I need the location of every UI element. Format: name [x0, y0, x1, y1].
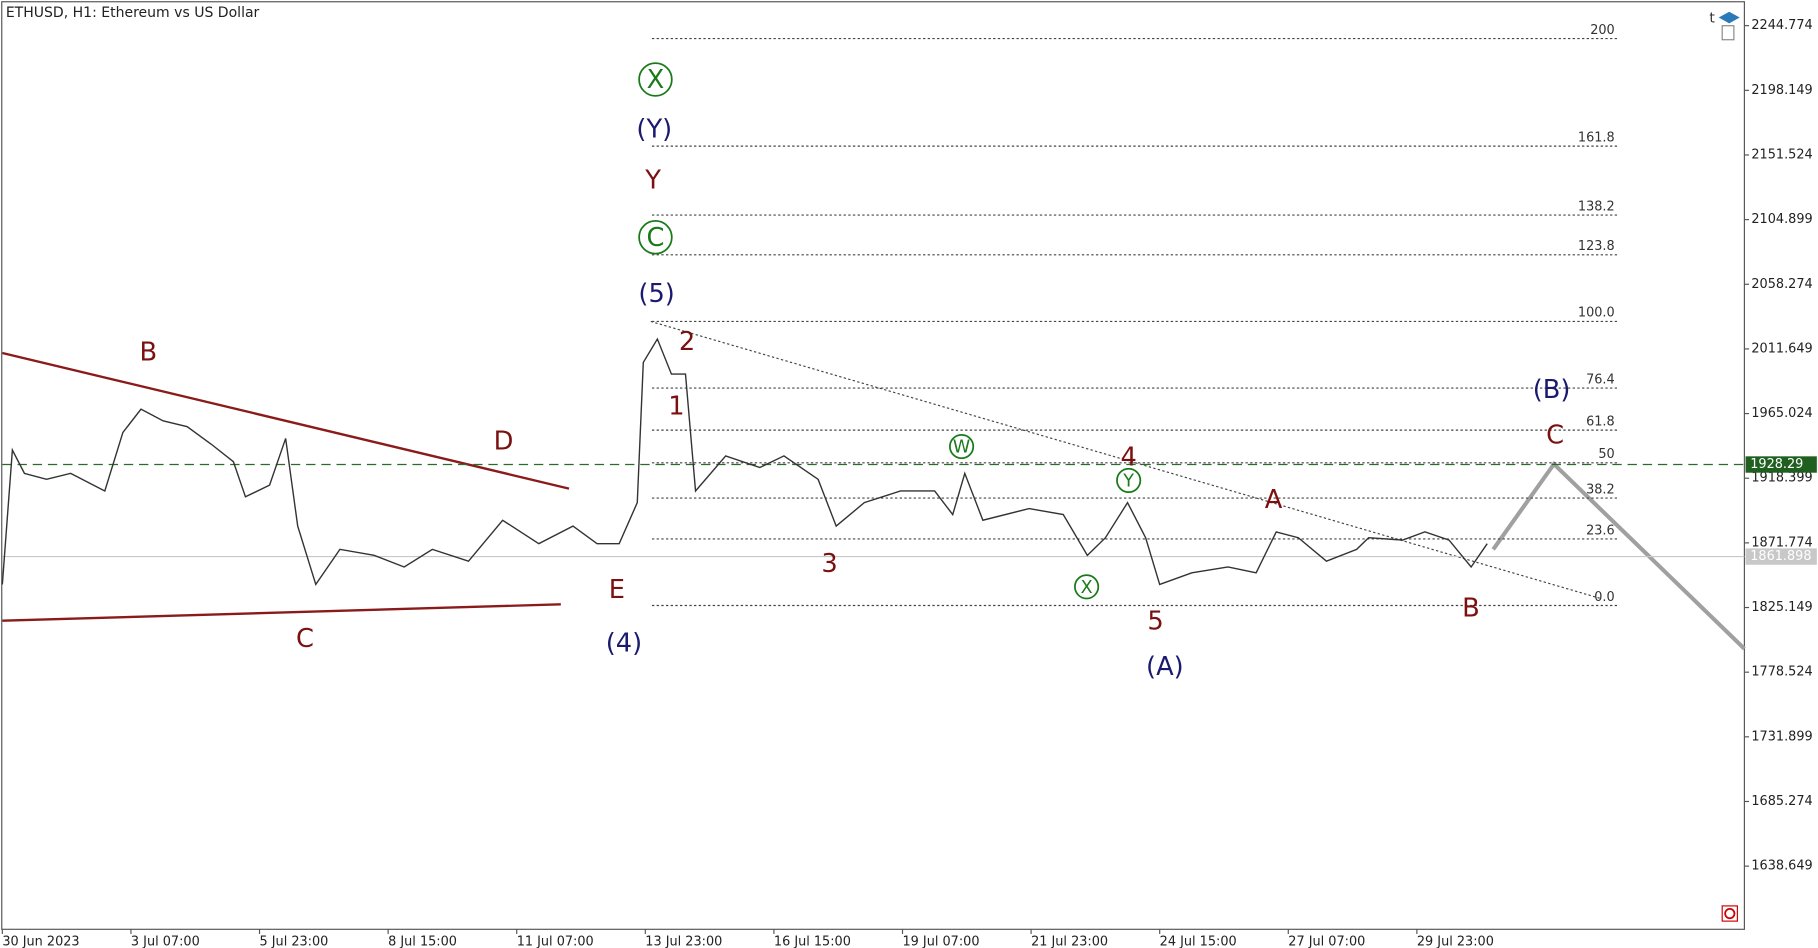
fib-label: 61.8 [1586, 414, 1615, 429]
x-tick-label: 13 Jul 23:00 [645, 935, 722, 948]
wave-label: 4 [1120, 443, 1136, 473]
wave-label: C [296, 624, 314, 654]
y-tick-label: 1638.649 [1751, 859, 1812, 874]
wave-label: (A) [1146, 652, 1184, 682]
icon-box[interactable] [1721, 25, 1735, 41]
wave-label: X [1081, 578, 1093, 598]
x-tick-label: 30 Jun 2023 [2, 935, 79, 948]
wave-label: 5 [1147, 606, 1163, 636]
wave-label: (B) [1533, 375, 1571, 405]
fib-label: 76.4 [1586, 372, 1615, 387]
y-tick-label: 1965.024 [1751, 406, 1812, 421]
price-line [1, 337, 1488, 587]
current-price-label: 1861.898 [1750, 549, 1811, 564]
wave-label: (4) [606, 629, 642, 659]
chart-title: ETHUSD, H1: Ethereum vs US Dollar [6, 5, 260, 21]
y-tick-label: 1918.399 [1751, 471, 1812, 486]
wave-label: C [1546, 421, 1564, 451]
wave-label: W [953, 438, 970, 458]
x-tick-label: 19 Jul 07:00 [902, 935, 979, 948]
y-tick-label: 1825.149 [1751, 600, 1812, 615]
wave-label: X [647, 65, 665, 95]
wave-label: E [609, 575, 625, 605]
marked-level-box [1745, 456, 1817, 473]
current-price-box [1745, 548, 1817, 565]
wave-label: 2 [679, 327, 695, 357]
icon-t[interactable]: t [1709, 11, 1715, 27]
wave-label: 1 [668, 391, 684, 421]
wave-label: A [1265, 485, 1283, 515]
wave-circle [1074, 574, 1100, 600]
x-tick-label: 27 Jul 07:00 [1288, 935, 1365, 948]
x-tick-label: 8 Jul 15:00 [388, 935, 457, 948]
wave-label: B [1462, 594, 1480, 624]
wave-circle [638, 220, 673, 255]
wave-label: Y [644, 166, 661, 196]
wave-label: C [646, 223, 664, 253]
icon-o[interactable] [1721, 905, 1738, 922]
fib-label: 0.0 [1594, 590, 1614, 605]
x-tick-label: 5 Jul 23:00 [260, 935, 329, 948]
triangle-upper [2, 351, 570, 490]
fib-label: 23.6 [1586, 523, 1615, 538]
x-tick-label: 24 Jul 15:00 [1160, 935, 1237, 948]
icon-o-circle [1724, 907, 1736, 920]
fib-label: 123.8 [1578, 239, 1615, 254]
wave-label: D [494, 426, 514, 456]
fib-label: 38.2 [1586, 482, 1615, 497]
triangle-lower [2, 603, 561, 622]
trend-line [650, 320, 1601, 600]
x-tick-label: 21 Jul 23:00 [1031, 935, 1108, 948]
fib-label: 161.8 [1578, 130, 1615, 145]
y-tick-label: 1685.274 [1751, 794, 1812, 809]
fib-label: 200 [1590, 23, 1615, 38]
y-tick-label: 2058.274 [1751, 277, 1812, 292]
fib-label: 138.2 [1578, 199, 1615, 214]
wave-label: B [140, 338, 158, 368]
wave-label: Y [1122, 472, 1134, 492]
x-tick-label: 11 Jul 07:00 [517, 935, 594, 948]
x-tick-label: 3 Jul 07:00 [131, 935, 200, 948]
wave-circle [638, 62, 673, 97]
y-tick-label: 2011.649 [1751, 341, 1812, 356]
y-tick-label: 2151.524 [1751, 147, 1812, 162]
wave-circle [949, 433, 975, 460]
wave-label: (Y) [636, 114, 672, 144]
y-tick-label: 2104.899 [1751, 212, 1812, 227]
fib-label: 50 [1598, 447, 1614, 462]
x-tick-label: 16 Jul 15:00 [774, 935, 851, 948]
wave-label: (5) [638, 279, 674, 309]
y-tick-label: 1778.524 [1751, 665, 1812, 680]
marked-level-label: 1928.29 [1750, 457, 1803, 472]
fib-label: 100.0 [1578, 306, 1615, 321]
x-tick-label: 29 Jul 23:00 [1417, 935, 1494, 948]
y-tick-label: 1731.899 [1751, 729, 1812, 744]
y-tick-label: 2244.774 [1751, 18, 1812, 33]
wave-circle [1116, 467, 1142, 493]
plot-frame [1, 1, 1745, 930]
y-tick-label: 1871.774 [1751, 535, 1812, 550]
y-tick-label: 2198.149 [1751, 83, 1812, 98]
wave-label: 3 [821, 549, 837, 579]
